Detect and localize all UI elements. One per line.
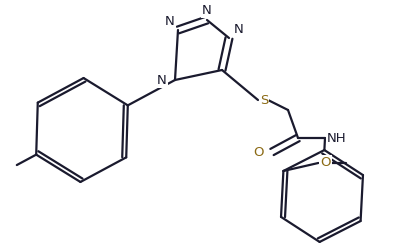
Text: O: O bbox=[320, 156, 331, 169]
Text: N: N bbox=[202, 4, 212, 17]
Text: O: O bbox=[253, 146, 264, 158]
Text: N: N bbox=[157, 73, 167, 87]
Text: N: N bbox=[234, 23, 244, 36]
Text: NH: NH bbox=[327, 131, 347, 145]
Text: N: N bbox=[165, 15, 175, 28]
Text: S: S bbox=[260, 93, 268, 106]
